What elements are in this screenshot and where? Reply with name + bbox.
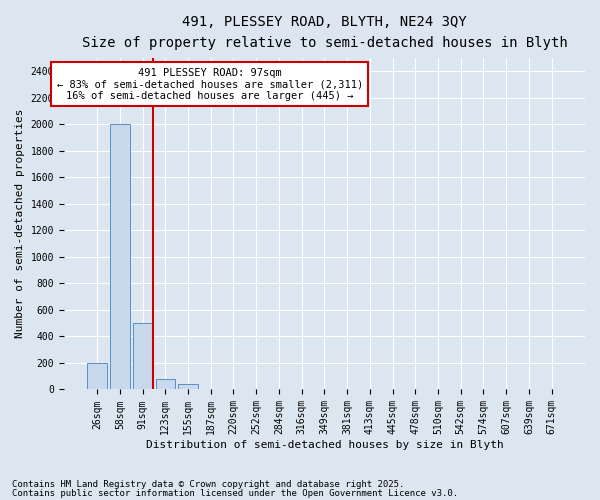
Text: 491 PLESSEY ROAD: 97sqm
← 83% of semi-detached houses are smaller (2,311)
16% of: 491 PLESSEY ROAD: 97sqm ← 83% of semi-de… <box>56 68 363 101</box>
X-axis label: Distribution of semi-detached houses by size in Blyth: Distribution of semi-detached houses by … <box>146 440 503 450</box>
Bar <box>88 363 107 390</box>
Bar <box>110 124 130 390</box>
Title: 491, PLESSEY ROAD, BLYTH, NE24 3QY
Size of property relative to semi-detached ho: 491, PLESSEY ROAD, BLYTH, NE24 3QY Size … <box>82 15 567 50</box>
Bar <box>133 323 152 390</box>
Text: Contains public sector information licensed under the Open Government Licence v3: Contains public sector information licen… <box>12 488 458 498</box>
Bar <box>178 384 197 390</box>
Bar <box>155 379 175 390</box>
Y-axis label: Number of semi-detached properties: Number of semi-detached properties <box>15 109 25 338</box>
Text: Contains HM Land Registry data © Crown copyright and database right 2025.: Contains HM Land Registry data © Crown c… <box>12 480 404 489</box>
